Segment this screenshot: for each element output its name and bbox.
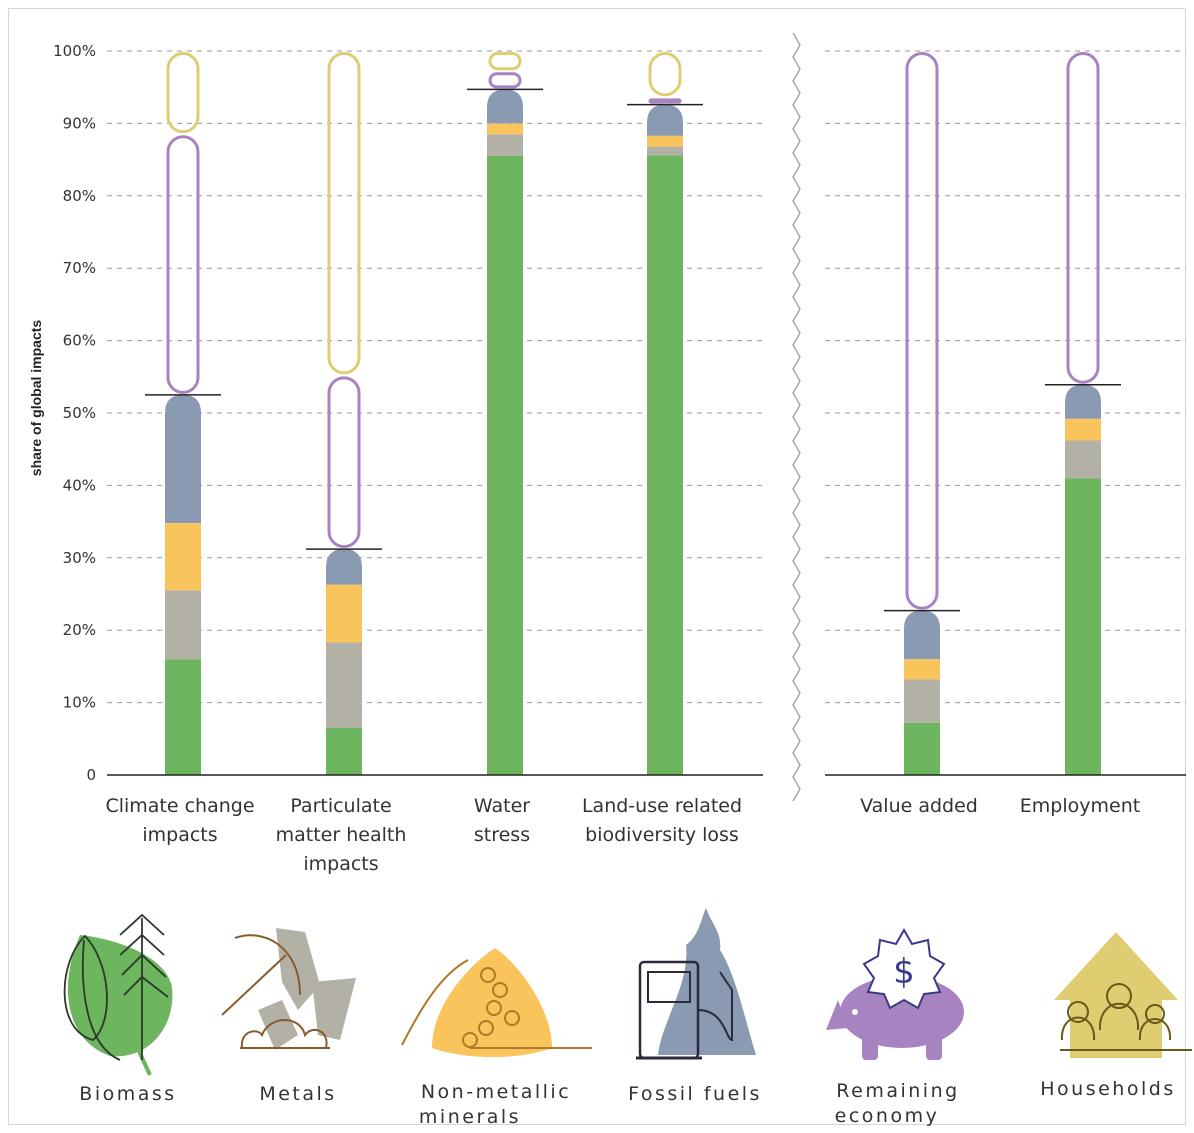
bar-segment-metals (647, 146, 683, 156)
legend-label-fossil-fuels: Fossil fuels (628, 1083, 762, 1105)
bar-segment-households (327, 52, 361, 375)
x-category-label: stress (474, 824, 530, 846)
x-category-label: Water (474, 795, 530, 817)
y-tick-label: 30% (63, 549, 96, 567)
bar-segment-households (166, 52, 200, 134)
svg-text:$: $ (893, 952, 915, 992)
bar-segment-remaining-economy (166, 135, 200, 394)
non-metallic-minerals-icon (401, 948, 592, 1057)
y-tick-label: 70% (63, 259, 96, 277)
bar-segment-households (488, 52, 522, 71)
x-category-label: Value added (860, 795, 978, 817)
bar-segment-metals (904, 679, 940, 723)
legend-label-biomass: Biomass (79, 1083, 176, 1105)
bar-segment-households (648, 52, 682, 97)
x-category-label: Climate change (105, 795, 254, 817)
bar-segment-remaining-economy (488, 72, 522, 89)
bar-segment-non-metallic-minerals (904, 659, 940, 680)
households-icon (1054, 932, 1192, 1058)
bar-segment-fossil-fuels (487, 89, 523, 124)
y-tick-label: 50% (63, 404, 96, 422)
biomass-icon (63, 913, 173, 1076)
legend-label-non-metallic-line1: Non-metallic (421, 1081, 571, 1103)
bar-segment-remaining-economy (327, 376, 361, 549)
legend-label-remaining-line1: Remaining (836, 1080, 959, 1102)
bar-segment-fossil-fuels (165, 394, 201, 524)
bar-segment-metals (487, 134, 523, 156)
y-tick-label: 90% (63, 114, 96, 132)
bar-segment-remaining-economy (1066, 52, 1100, 384)
bar-segment-fossil-fuels (326, 549, 362, 585)
x-category-label: impacts (303, 853, 378, 875)
fossil-fuels-icon (636, 908, 756, 1060)
bar-segment-metals (165, 590, 201, 660)
y-tick-label: 0 (86, 766, 96, 784)
x-category-label: Land-use related (582, 795, 742, 817)
bar-segment-metals (326, 642, 362, 728)
x-category-label: biodiversity loss (585, 824, 739, 846)
legend-label-households: Households (1040, 1078, 1175, 1100)
bar-segment-biomass (647, 155, 683, 776)
x-category-label: Particulate (290, 795, 391, 817)
bar-segment-biomass (165, 659, 201, 775)
bar-segment-biomass (326, 727, 362, 775)
bars (145, 52, 1121, 776)
x-category-label: Employment (1020, 795, 1140, 817)
figure-frame (8, 8, 1186, 1125)
bar-segment-non-metallic-minerals (647, 135, 683, 147)
y-tick-label: 10% (63, 694, 96, 712)
bar-segment-non-metallic-minerals (487, 123, 523, 135)
y-tick-labels: 0 10% 20% 30% 40% 50% 60% 70% 80% 90% 100% (53, 42, 96, 784)
bar-segment-biomass (904, 722, 940, 775)
y-tick-label: 40% (63, 476, 96, 494)
bar-segment-remaining-economy (905, 52, 939, 610)
bar-segment-fossil-fuels (647, 104, 683, 136)
bar-segment-non-metallic-minerals (326, 584, 362, 643)
metals-icon (221, 928, 356, 1050)
remaining-economy-icon: $ (826, 927, 964, 1060)
bar-segment-biomass (1065, 478, 1101, 775)
bar-segment-metals (1065, 440, 1101, 479)
y-tick-label: 20% (63, 621, 96, 639)
bar-segment-non-metallic-minerals (165, 523, 201, 591)
x-category-label: impacts (142, 824, 217, 846)
bar-segment-remaining-economy (648, 98, 682, 104)
y-tick-label: 60% (63, 332, 96, 350)
y-tick-label: 80% (63, 187, 96, 205)
legend-label-metals: Metals (259, 1083, 336, 1105)
legend-label-non-metallic-line2: minerals (419, 1106, 521, 1128)
bar-segment-fossil-fuels (1065, 384, 1101, 419)
category-labels: Climate change impacts Particulate matter h… (105, 795, 1140, 875)
bar-segment-non-metallic-minerals (1065, 418, 1101, 441)
legend-label-remaining-line2: economy (835, 1105, 940, 1127)
bar-segment-biomass (487, 155, 523, 776)
grid-lines (107, 50, 1186, 704)
axis-break-zigzag (792, 32, 801, 802)
bar-segment-fossil-fuels (904, 610, 940, 660)
y-axis-label: share of global impacts (28, 320, 44, 477)
axes (107, 32, 1186, 802)
y-tick-label: 100% (53, 42, 96, 60)
x-category-label: matter health (276, 824, 407, 846)
